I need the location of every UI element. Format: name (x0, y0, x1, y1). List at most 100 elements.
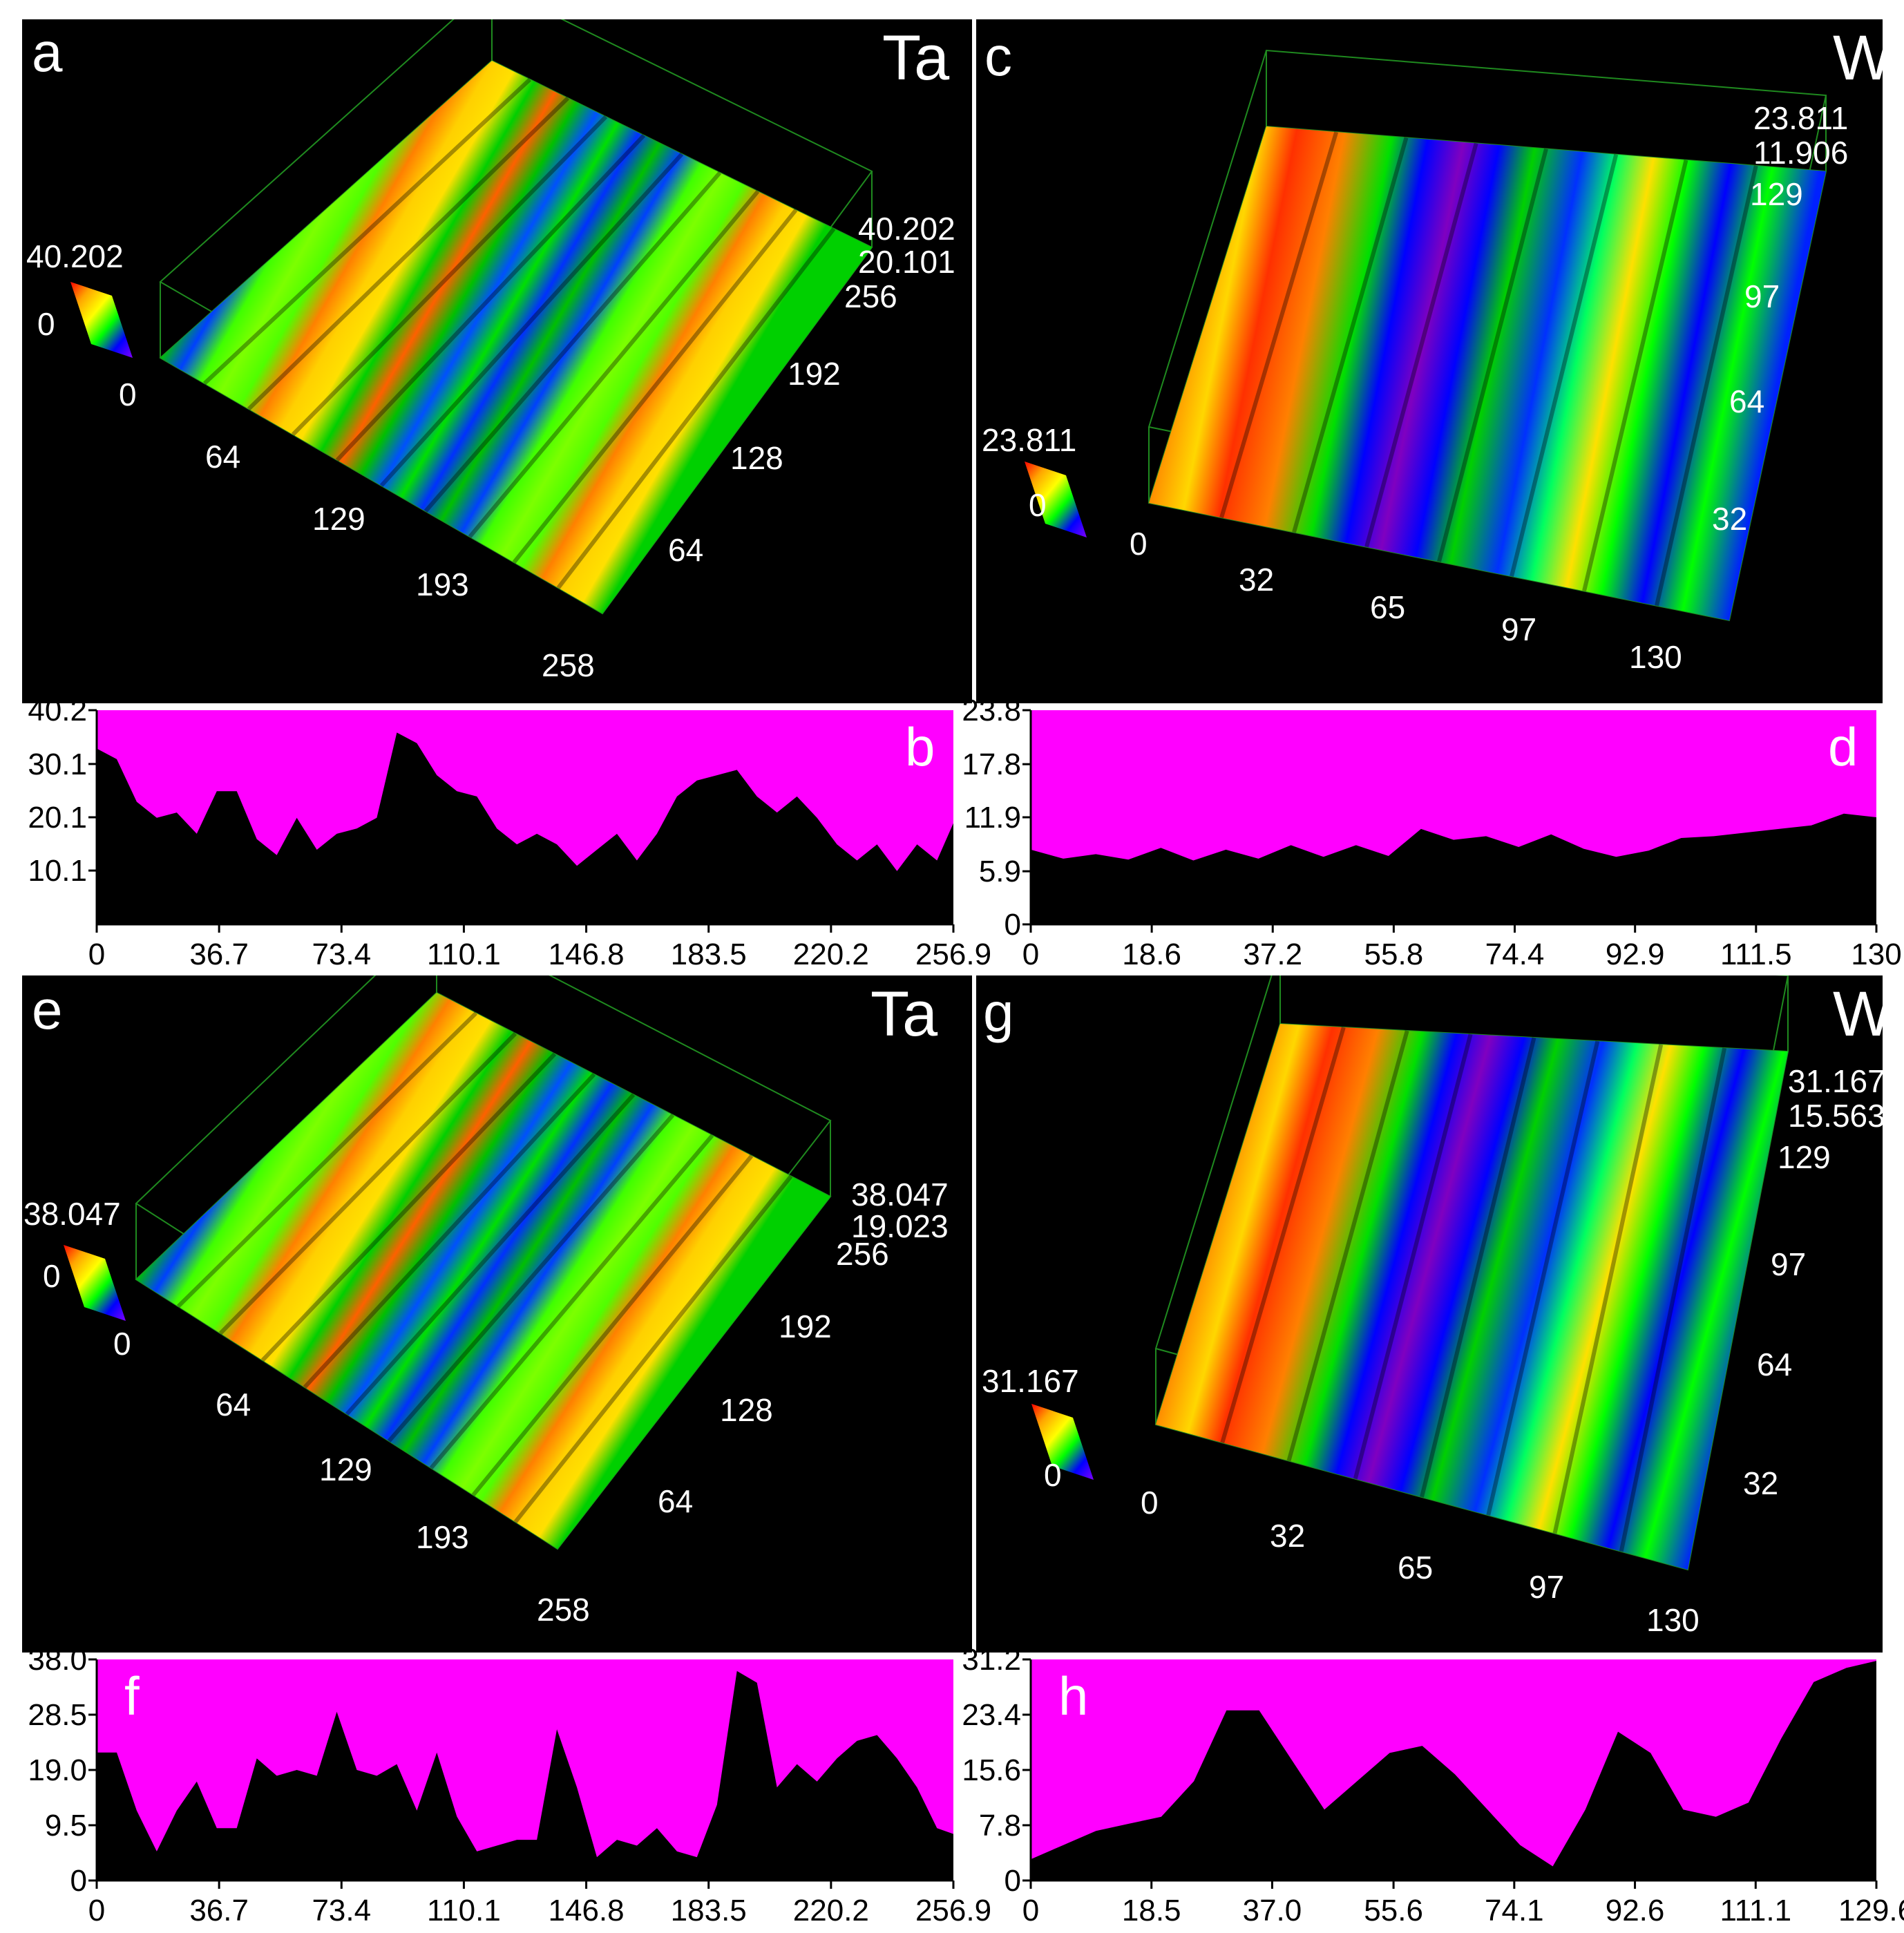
x-tick-label: 111.5 (1720, 937, 1792, 971)
scale-max-label: 31.167 (982, 1363, 1079, 1399)
y-axis-tick: 192 (788, 356, 841, 392)
y-axis-tick: 32 (1743, 1465, 1779, 1501)
ridges-e (176, 1011, 793, 1523)
x-axis-tick: 130 (1629, 639, 1682, 675)
x-tick-label: 36.7 (189, 1894, 249, 1927)
y-tick-label: 5.9 (979, 855, 1021, 888)
material-title-g: W (1833, 979, 1883, 1049)
y-tick-label: 31.2 (962, 1643, 1021, 1677)
y-axis-tick: 129 (1778, 1139, 1831, 1175)
surface-panel-c: c W 23.811 0 23.811 11.906 129 97 64 32 0 32 65 97 130 (976, 19, 1883, 703)
y-tick-label: 23.8 (962, 694, 1021, 727)
x-tick-label: 110.1 (427, 1894, 501, 1927)
scale-max-label: 38.047 (23, 1196, 121, 1232)
x-tick-label: 55.6 (1364, 1894, 1423, 1927)
material-title-c: W (1833, 23, 1883, 93)
x-axis-tick: 97 (1501, 611, 1537, 647)
x-tick-label: 146.8 (549, 937, 625, 971)
panel-label-c: c (984, 26, 1012, 87)
x-axis-tick: 64 (216, 1387, 251, 1422)
surface-plot-a (70, 19, 873, 615)
z-axis-label: 23.811 (1753, 100, 1849, 136)
surface-a (160, 61, 872, 613)
y-axis-tick: 97 (1771, 1246, 1807, 1282)
y-axis-tick: 128 (720, 1392, 773, 1428)
x-tick-label: 0 (88, 1894, 105, 1927)
surface-plot-g (1031, 975, 1789, 1571)
y-tick-label: 28.5 (28, 1698, 87, 1732)
y-tick-label: 0 (1005, 1864, 1021, 1898)
color-scale-bar-c (1025, 461, 1087, 537)
surface-g (1156, 1024, 1788, 1570)
y-tick-label: 19.0 (28, 1753, 87, 1787)
y-axis-tick: 64 (1729, 383, 1765, 419)
x-axis-tick: 0 (119, 377, 137, 412)
color-scale-bar-a (70, 282, 133, 358)
x-axis-tick: 0 (113, 1326, 131, 1362)
x-tick-label: 0 (1022, 937, 1039, 971)
y-axis-tick: 192 (779, 1308, 832, 1344)
x-tick-label: 18.5 (1122, 1894, 1181, 1927)
y-axis-tick: 128 (730, 440, 783, 476)
y-tick-label: 10.1 (28, 854, 87, 888)
profile-chart-f: 38.0 28.5 19.0 9.5 0 0 36.7 73.4 110.1 146.8 183.5… (0, 1643, 991, 1929)
x-axis-tick: 129 (312, 501, 365, 537)
surface-panel-a: a Ta 40.202 0 40.202 20.101 256 192 128 64 0 64 129 1… (22, 19, 972, 703)
x-tick-label: 130 (1851, 937, 1901, 971)
color-scale-bar-e (64, 1245, 126, 1321)
y-tick-label: 30.1 (28, 748, 87, 781)
y-tick-label: 11.9 (964, 801, 1021, 835)
profile-area (97, 732, 953, 924)
scale-max-label: 23.811 (982, 422, 1077, 458)
x-tick-label: 18.6 (1122, 937, 1181, 971)
y-tick-label: 23.4 (962, 1698, 1021, 1732)
x-tick-label: 92.6 (1606, 1894, 1665, 1927)
y-axis-tick: 64 (1757, 1346, 1793, 1382)
y-axis-tick: 97 (1744, 278, 1780, 314)
x-axis-tick: 32 (1239, 562, 1275, 598)
y-tick-label: 20.1 (28, 801, 87, 835)
x-tick-label: 0 (88, 937, 105, 971)
z-axis-label: 20.101 (858, 244, 955, 280)
z-axis-label: 31.167 (1788, 1063, 1883, 1099)
y-tick-label: 7.8 (979, 1809, 1021, 1842)
x-axis-tick: 258 (542, 647, 595, 683)
x-axis-tick: 64 (205, 439, 241, 475)
x-tick-label: 110.1 (427, 937, 501, 971)
profile-chart-h: 31.2 23.4 15.6 7.8 0 0 18.5 37.0 55.6 74.1 92.6 111… (962, 1643, 1904, 1929)
y-tick-label: 17.8 (962, 748, 1021, 781)
surface-panel-g: g W 31.167 0 31.167 15.563 129 97 64 32 0 32 65 97 130 (976, 975, 1883, 1653)
profile-svg-d: 23.8 17.8 11.9 5.9 00 18.6 37.2 55.8 74.4 92.9 111… (962, 694, 1901, 971)
z-axis-label: 40.202 (858, 211, 955, 247)
panel-label-d: d (1828, 716, 1858, 777)
x-tick-label: 36.7 (189, 937, 249, 971)
x-axis-tick: 97 (1529, 1569, 1565, 1605)
scale-min-label: 0 (37, 306, 55, 342)
profile-svg-b: 40.2 30.1 20.1 10.1 0 36.7 73.4 110.1 146.8 183.5… (28, 694, 991, 971)
x-axis-tick: 0 (1141, 1485, 1159, 1521)
profile-svg-f: 38.0 28.5 19.0 9.5 00 36.7 73.4 110.1 146.8 183.5… (28, 1643, 991, 1927)
x-axis-tick: 32 (1270, 1518, 1306, 1554)
scale-max-label: 40.202 (26, 238, 124, 274)
panel-label-e: e (32, 979, 63, 1040)
profile-area (97, 1670, 953, 1880)
x-axis-tick: 258 (537, 1592, 590, 1628)
color-scale-bar-g (1031, 1404, 1094, 1480)
scale-min-label: 0 (1029, 487, 1047, 523)
profile-chart-b: 40.2 30.1 20.1 10.1 0 36.7 73.4 110.1 146.8 183.5… (0, 694, 991, 973)
profile-svg-h: 31.2 23.4 15.6 7.8 00 18.5 37.0 55.6 74.1 92.6 111… (962, 1643, 1904, 1927)
profile-area (1031, 1661, 1876, 1880)
x-tick-label: 37.0 (1243, 1894, 1302, 1927)
surface-e (136, 993, 830, 1549)
ridges-c (1219, 131, 1758, 607)
x-tick-label: 220.2 (793, 937, 869, 971)
x-tick-label: 37.2 (1243, 937, 1302, 971)
y-tick-label: 0 (1005, 908, 1021, 942)
profile-chart-d: 23.8 17.8 11.9 5.9 0 0 18.6 37.2 55.8 74.4 92.9 111… (962, 694, 1901, 973)
x-tick-label: 0 (1022, 1894, 1039, 1927)
x-axis-tick: 0 (1130, 526, 1148, 562)
z-axis-label: 11.906 (1753, 135, 1849, 171)
ridges-a (202, 77, 836, 589)
y-axis-tick: 256 (836, 1236, 889, 1272)
z-axis-label: 19.023 (851, 1208, 949, 1244)
